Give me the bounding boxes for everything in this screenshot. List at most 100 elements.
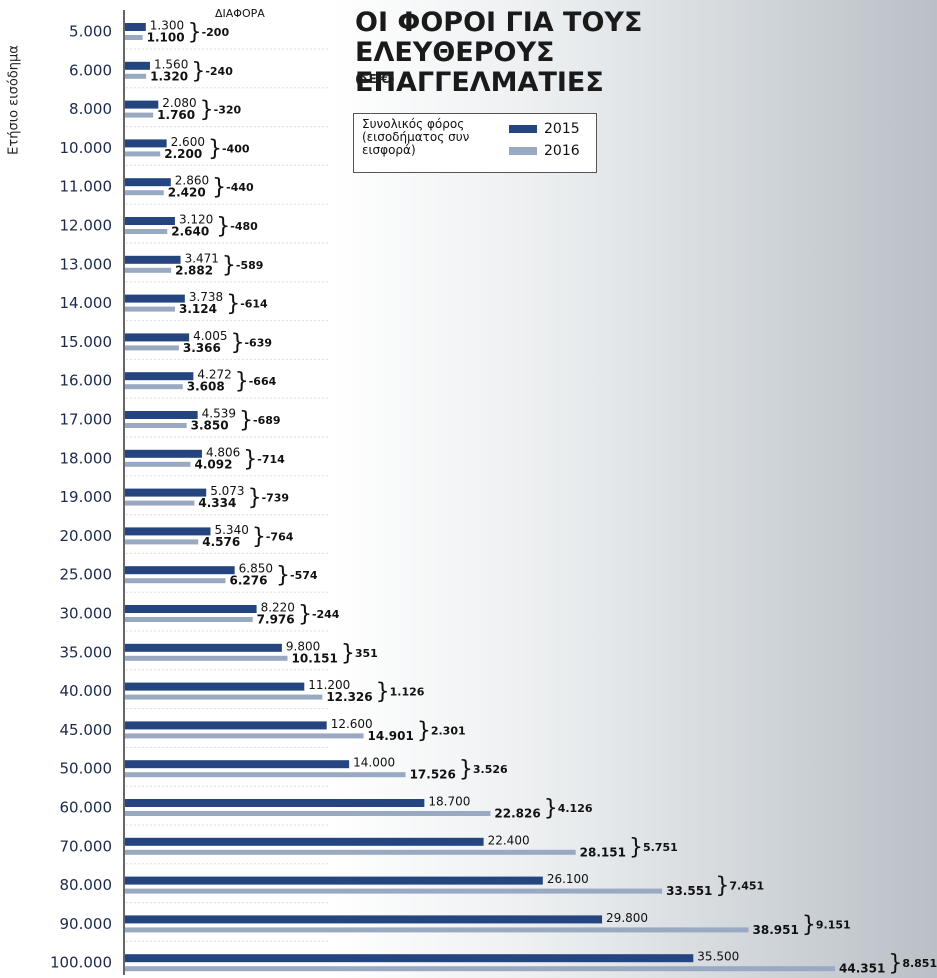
bar <box>125 449 202 458</box>
value-label: 1.300 <box>150 19 184 33</box>
subtitle: (ΣΕ €) <box>355 72 395 86</box>
value-label: 22.400 <box>488 833 530 847</box>
legend-label: 2016 <box>544 143 580 159</box>
difference-label: -574 <box>290 569 318 582</box>
bar <box>125 888 663 894</box>
y-tick-label: 15.000 <box>60 333 113 351</box>
difference-label: 5.751 <box>643 841 678 854</box>
brace: } <box>417 718 431 743</box>
value-label: 2.080 <box>162 96 196 110</box>
legend-label: 2015 <box>544 121 580 137</box>
y-tick-label: 5.000 <box>69 23 112 41</box>
bar <box>125 178 171 187</box>
value-label: 14.901 <box>368 729 414 743</box>
difference-label: -400 <box>222 142 250 155</box>
value-label: 22.826 <box>494 807 540 821</box>
bar <box>125 527 211 536</box>
bar <box>125 733 364 739</box>
bar <box>125 384 183 390</box>
y-tick-label: 90.000 <box>60 915 113 933</box>
value-label: 2.420 <box>168 186 206 200</box>
y-tick-label: 40.000 <box>60 682 113 700</box>
bar <box>125 73 147 79</box>
difference-label: -200 <box>202 26 230 39</box>
bar <box>125 139 167 148</box>
legend: Συνολικός φόρος (εισοδήματος συν εισφορά… <box>353 113 597 173</box>
bar <box>125 229 168 234</box>
bar <box>125 294 185 303</box>
difference-label: -440 <box>226 181 254 194</box>
bar <box>125 333 190 342</box>
value-label: 29.800 <box>606 911 648 925</box>
y-tick-label: 60.000 <box>60 799 113 817</box>
value-label: 8.220 <box>261 601 295 615</box>
bar <box>125 500 195 506</box>
value-label: 4.005 <box>193 329 227 343</box>
legend-swatch <box>509 147 537 155</box>
value-label: 3.471 <box>185 251 219 265</box>
difference-label: -614 <box>240 298 268 311</box>
value-label: 1.760 <box>157 108 195 122</box>
difference-label: 4.126 <box>558 802 593 815</box>
brace: } <box>888 951 902 976</box>
value-label: 3.366 <box>183 341 221 355</box>
value-label: 9.800 <box>286 639 320 653</box>
bar <box>125 345 179 351</box>
bar <box>125 411 198 419</box>
bar <box>125 190 164 196</box>
difference-label: -689 <box>253 414 281 427</box>
legend-items: 2015 2016 <box>509 121 580 159</box>
brace: } <box>212 175 226 200</box>
y-tick-label: 16.000 <box>60 372 113 390</box>
y-tick-label: 19.000 <box>60 488 113 506</box>
brace: } <box>200 98 214 123</box>
value-label: 6.850 <box>239 562 273 576</box>
value-label: 3.124 <box>179 302 217 316</box>
value-label: 1.100 <box>147 31 185 45</box>
bar <box>125 306 176 312</box>
value-label: 3.608 <box>187 380 225 394</box>
value-label: 12.600 <box>331 717 373 731</box>
bar <box>125 760 350 769</box>
difference-header: ΔΙΑΦΟΡΑ <box>215 7 265 20</box>
difference-label: -639 <box>244 336 272 349</box>
y-tick-label: 10.000 <box>60 139 113 157</box>
value-label: 2.882 <box>175 263 213 277</box>
value-label: 4.272 <box>197 368 231 382</box>
bar <box>125 799 425 807</box>
brace: } <box>544 796 558 821</box>
bar <box>125 811 491 816</box>
value-label: 11.200 <box>308 678 350 692</box>
value-label: 4.539 <box>202 407 236 421</box>
bar <box>125 617 253 622</box>
brace: } <box>629 835 643 860</box>
value-label: 14.000 <box>353 756 395 770</box>
value-label: 4.334 <box>198 496 236 510</box>
bar <box>125 605 257 613</box>
brace: } <box>230 330 244 355</box>
bar <box>125 217 175 225</box>
y-tick-label: 17.000 <box>60 411 113 429</box>
difference-label: 9.151 <box>816 918 851 931</box>
bar <box>125 655 288 661</box>
difference-label: -764 <box>266 530 294 543</box>
brace: } <box>191 59 205 84</box>
value-label: 4.806 <box>206 445 240 459</box>
value-label: 2.640 <box>171 225 209 239</box>
y-tick-label: 8.000 <box>69 100 112 118</box>
brace: } <box>208 136 222 161</box>
value-label: 10.151 <box>292 651 338 665</box>
difference-label: -714 <box>257 453 285 466</box>
bar <box>125 35 143 40</box>
bar <box>125 927 749 933</box>
brace: } <box>235 369 249 394</box>
bar <box>125 267 172 273</box>
value-label: 12.326 <box>326 690 372 704</box>
y-tick-label: 45.000 <box>60 721 113 739</box>
y-tick-label: 12.000 <box>60 217 113 235</box>
difference-label: 8.851 <box>902 957 937 970</box>
value-label: 35.500 <box>697 950 739 964</box>
brace: } <box>248 486 262 511</box>
bar <box>125 151 161 157</box>
brace: } <box>459 757 473 782</box>
